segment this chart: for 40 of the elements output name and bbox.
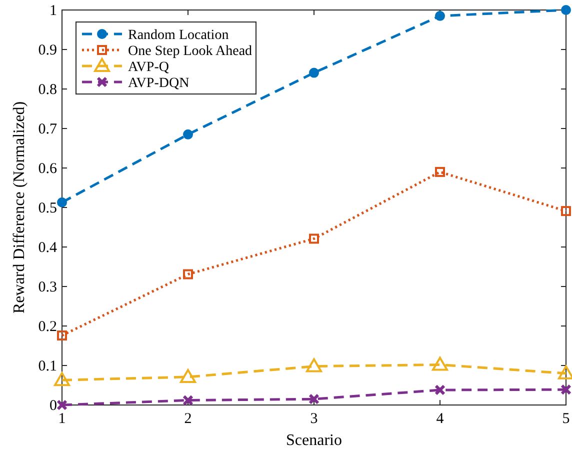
y-tick-label: 0.9	[38, 42, 57, 58]
point	[309, 68, 319, 78]
y-tick-label: 0	[50, 398, 57, 414]
point	[434, 384, 446, 396]
point	[435, 10, 445, 21]
y-tick-label: 1	[50, 3, 57, 19]
y-tick-label: 0.7	[38, 122, 58, 138]
x-axis-title: Scenario	[286, 432, 342, 449]
y-tick-label: 0.5	[38, 200, 57, 216]
y-tick-label: 0.6	[38, 161, 58, 177]
x-tick-label: 5	[562, 411, 570, 427]
point	[183, 129, 193, 140]
point	[183, 269, 193, 280]
point	[57, 197, 67, 208]
point	[309, 234, 319, 244]
point	[560, 384, 572, 396]
point	[561, 206, 571, 216]
y-tick-label: 0.4	[38, 240, 58, 256]
y-tick-label: 0.2	[38, 319, 57, 335]
legend-label: Random Location	[128, 28, 229, 43]
point	[182, 394, 194, 406]
x-tick-label: 3	[310, 411, 318, 427]
legend-label: One Step Look Ahead	[128, 44, 252, 59]
y-tick-label: 0.3	[38, 280, 57, 296]
x-tick-label: 4	[436, 411, 444, 427]
point	[561, 5, 571, 15]
point	[435, 166, 445, 177]
y-axis-title: Reward Difference (Normalized)	[11, 101, 28, 314]
point	[306, 358, 322, 372]
point	[56, 400, 68, 410]
point	[54, 372, 70, 386]
point	[57, 330, 67, 340]
legend-label: AVP-Q	[128, 60, 169, 75]
x-tick-label: 2	[184, 411, 192, 427]
legend-label: AVP-DQN	[128, 76, 190, 91]
point	[308, 394, 320, 405]
point	[432, 356, 448, 371]
y-tick-label: 0.8	[38, 82, 57, 98]
y-tick-label: 0.1	[38, 358, 57, 374]
point	[180, 368, 196, 383]
